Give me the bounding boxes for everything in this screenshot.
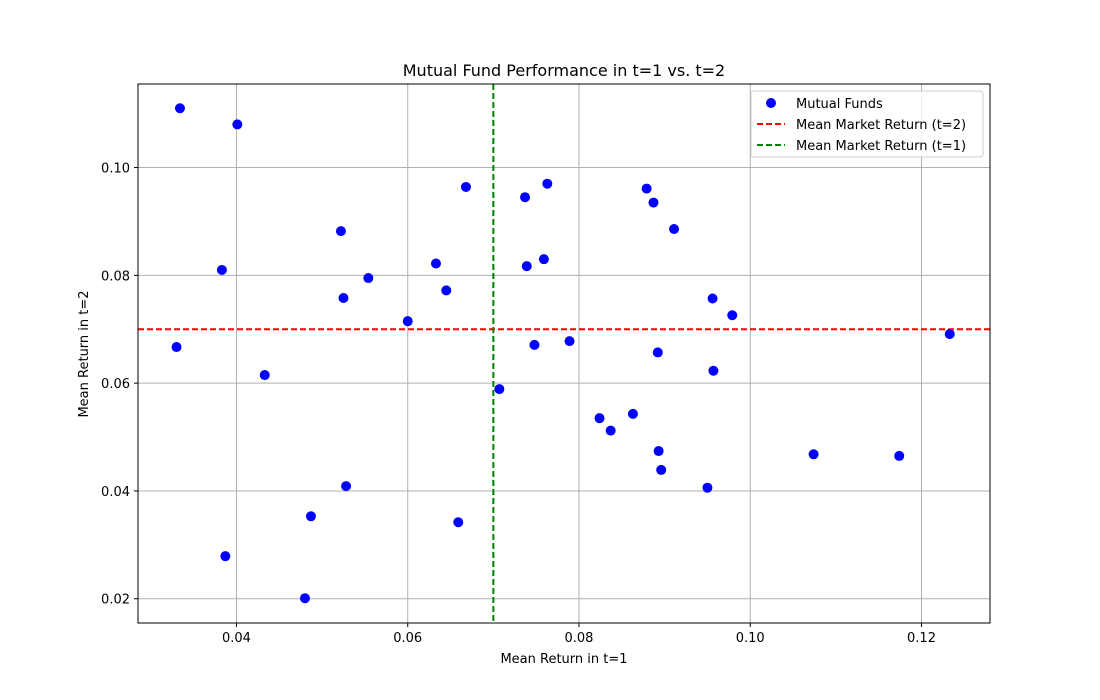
fund-point <box>894 450 905 461</box>
fund-point <box>564 336 575 347</box>
fund-point <box>702 482 713 493</box>
fund-point <box>594 413 605 424</box>
x-tick-label: 0.04 <box>222 631 251 646</box>
fund-point <box>363 273 374 284</box>
y-tick-label: 0.08 <box>101 269 130 284</box>
chart-title: Mutual Fund Performance in t=1 vs. t=2 <box>403 61 725 80</box>
fund-point <box>402 316 413 327</box>
fund-point <box>521 261 532 272</box>
x-tick-label: 0.10 <box>736 631 765 646</box>
fund-point <box>627 408 638 419</box>
legend-marker-mutual-funds <box>766 98 776 108</box>
fund-point <box>259 370 270 381</box>
plot-frame <box>137 83 991 624</box>
fund-point <box>453 517 464 528</box>
x-axis-ticks: 0.04 0.06 0.08 0.10 0.12 <box>222 623 936 646</box>
legend: Mutual Funds Mean Market Return (t=2) Me… <box>750 90 984 158</box>
fund-point <box>174 103 185 114</box>
y-tick-label: 0.02 <box>101 593 130 608</box>
fund-point <box>707 293 718 304</box>
x-tick-label: 0.08 <box>565 631 594 646</box>
legend-label-mean-market-t2: Mean Market Return (t=2) <box>796 118 966 133</box>
reference-lines <box>138 84 990 623</box>
fund-point <box>808 449 819 460</box>
fund-point <box>494 384 505 395</box>
plot-area <box>138 84 990 623</box>
y-tick-label: 0.06 <box>101 377 130 392</box>
fund-point <box>299 593 310 604</box>
fund-point <box>605 425 616 436</box>
fund-point <box>216 264 227 275</box>
y-tick-label: 0.04 <box>101 485 130 500</box>
fund-point <box>305 511 316 522</box>
fund-point <box>652 347 663 358</box>
y-tick-label: 0.10 <box>101 162 130 177</box>
legend-label-mean-market-t1: Mean Market Return (t=1) <box>796 139 966 154</box>
fund-point <box>529 339 540 350</box>
grid-lines <box>138 84 990 623</box>
fund-point <box>441 285 452 296</box>
fund-point <box>232 119 243 130</box>
legend-label-mutual-funds: Mutual Funds <box>796 97 883 112</box>
fund-point <box>708 365 719 376</box>
x-axis-title: Mean Return in t=1 <box>500 652 627 667</box>
fund-point <box>341 481 352 492</box>
fund-point <box>944 329 955 340</box>
fund-point <box>220 551 231 562</box>
fund-point <box>338 292 349 303</box>
data-points <box>171 103 955 604</box>
fund-point <box>171 342 182 353</box>
fund-point <box>520 192 531 203</box>
fund-point <box>538 254 549 265</box>
fund-point <box>653 446 664 457</box>
y-axis-title: Mean Return in t=2 <box>77 290 92 417</box>
fund-point <box>542 178 553 189</box>
fund-point <box>460 181 471 192</box>
fund-point <box>656 464 667 475</box>
x-tick-label: 0.12 <box>907 631 936 646</box>
fund-point <box>430 258 441 269</box>
fund-point <box>727 310 738 321</box>
legend-box <box>750 90 984 158</box>
fund-point <box>335 226 346 237</box>
x-tick-label: 0.06 <box>393 631 422 646</box>
fund-point <box>648 197 659 208</box>
fund-point <box>641 183 652 194</box>
y-axis-ticks: 0.02 0.04 0.06 0.08 0.10 <box>101 162 138 608</box>
fund-point <box>669 223 680 234</box>
